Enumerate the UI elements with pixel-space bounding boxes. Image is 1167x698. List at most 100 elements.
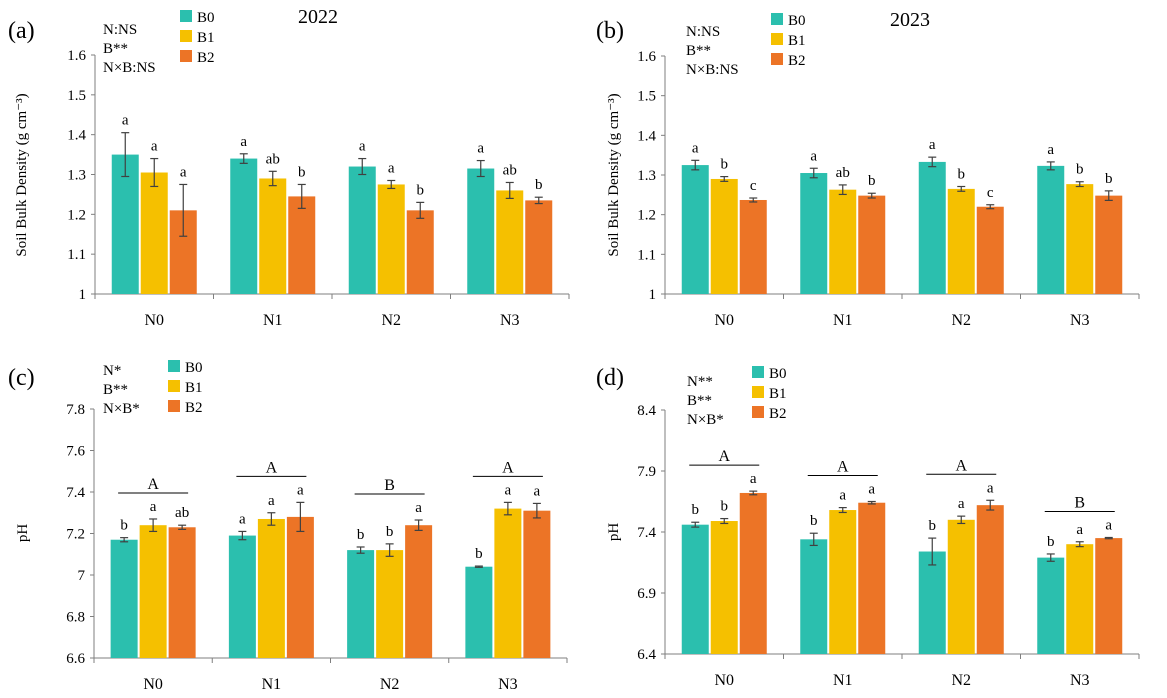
y-tick-label: 1.6 (637, 49, 656, 65)
x-tick-label: N2 (951, 672, 971, 689)
significance-letter: a (839, 488, 846, 504)
y-tick-label: 7.9 (637, 464, 656, 480)
significance-letter: a (534, 483, 541, 499)
y-tick-label: 7.2 (66, 527, 85, 543)
legend-swatch-b0 (180, 10, 192, 22)
bar-b0-n2 (347, 550, 375, 658)
bar-b0-n0 (681, 524, 709, 654)
bar-b2-n1 (858, 195, 886, 294)
significance-letter: b (298, 164, 306, 180)
x-tick-label: N1 (262, 676, 282, 693)
significance-letter: a (477, 141, 484, 157)
stats-text: N×B:NS (103, 60, 156, 76)
panel-label: (d) (596, 365, 624, 391)
legend-label-b0: B0 (769, 366, 787, 382)
bar-b2-n1 (286, 516, 314, 658)
group-letter: B (384, 477, 395, 494)
panel-c: (c) N* B** N×B* B0 B1 B2 6.6 6.8 7 7.2 7.4 7.6 7.8 pH N… (8, 360, 568, 693)
significance-letter: a (1105, 517, 1112, 533)
bar-b0-n1 (800, 539, 828, 654)
y-tick-label: 7.6 (66, 444, 85, 460)
significance-letter: b (535, 177, 543, 193)
y-axis-label: pH (15, 524, 31, 543)
bar-b0-n0 (681, 165, 709, 294)
bar-b1-n2 (947, 188, 975, 294)
significance-letter: a (268, 493, 275, 509)
y-tick-label: 1.4 (637, 128, 656, 144)
legend-label-b0: B0 (788, 13, 806, 29)
bar-b0-n2 (918, 161, 946, 294)
chart-title: 2022 (298, 6, 338, 28)
group-letter: A (837, 459, 849, 476)
x-tick-label: N1 (833, 672, 853, 689)
legend-label-b2: B2 (788, 53, 806, 69)
y-tick-label: 1.3 (637, 168, 656, 184)
y-tick-label: 1.1 (67, 247, 86, 263)
bar-b1-n0 (710, 178, 738, 294)
panel-b: (b) 2023 N:NS B** N×B:NS B0 B1 B2 1 1.1 1.2 1.3 1.4 1… (596, 9, 1140, 329)
panel-d: (d) N** B** N×B* B0 B1 B2 6.4 6.9 7.4 7.9 8.4 pH N0 N1… (596, 365, 1140, 689)
panel-label: (a) (8, 18, 35, 44)
significance-letter: b (721, 499, 729, 515)
legend-swatch-b1 (168, 380, 180, 392)
significance-letter: ab (503, 162, 517, 178)
bar-b0-n0 (110, 539, 138, 658)
group-letter: A (502, 459, 514, 476)
stats-text: N×B:NS (686, 62, 739, 78)
bar-b2-n1 (858, 502, 886, 654)
y-tick-label: 7.8 (66, 402, 85, 418)
significance-letter: b (386, 524, 394, 540)
significance-letter: a (987, 480, 994, 496)
legend-label-b2: B2 (197, 50, 215, 66)
y-tick-label: 1.1 (637, 247, 656, 263)
significance-letter: a (750, 471, 757, 487)
legend-label-b1: B1 (197, 30, 215, 46)
significance-letter: a (388, 160, 395, 176)
bar-b2-n3 (1095, 195, 1123, 294)
y-axis-label: Soil Bulk Density (g cm⁻³) (14, 93, 30, 256)
x-tick-label: N3 (1070, 312, 1090, 329)
bar-b1-n2 (947, 519, 975, 654)
legend-label-b2: B2 (185, 400, 203, 416)
significance-letter: c (987, 185, 994, 201)
x-tick-label: N0 (714, 312, 734, 329)
significance-letter: b (417, 182, 425, 198)
bar-b0-n2 (348, 166, 376, 294)
legend-swatch-b1 (771, 33, 783, 45)
significance-letter: b (868, 173, 876, 189)
bar-b0-n0 (111, 154, 139, 294)
panel-label: (c) (8, 365, 35, 391)
y-tick-label: 1 (79, 287, 87, 303)
x-tick-label: N3 (498, 676, 518, 693)
legend-swatch-b0 (168, 360, 180, 372)
y-tick-label: 7.4 (66, 485, 85, 501)
significance-letter: b (929, 518, 937, 534)
chart-title: 2023 (890, 9, 930, 31)
x-tick-label: N3 (1070, 672, 1090, 689)
bar-b0-n1 (230, 158, 258, 294)
legend-swatch-b2 (168, 400, 180, 412)
bar-b1-n1 (259, 178, 287, 294)
x-tick-label: N1 (263, 312, 283, 329)
x-tick-label: N2 (380, 676, 400, 693)
group-letter: A (718, 448, 730, 465)
significance-letter: a (122, 113, 129, 129)
bar-b0-n3 (465, 566, 493, 658)
bar-b2-n1 (288, 196, 316, 294)
bar-b0-n3 (1037, 557, 1065, 654)
bar-b1-n2 (376, 550, 404, 658)
panel-label: (b) (596, 18, 624, 44)
bar-b0-n1 (800, 173, 828, 294)
bar-b1-n2 (377, 184, 405, 294)
significance-letter: ab (836, 165, 850, 181)
bar-b1-n1 (257, 518, 285, 658)
x-tick-label: N2 (951, 312, 971, 329)
group-letter: A (266, 459, 278, 476)
bar-b2-n2 (976, 206, 1004, 294)
significance-letter: a (692, 140, 699, 156)
bar-b1-n0 (139, 525, 167, 658)
significance-letter: a (415, 500, 422, 516)
x-tick-label: N3 (500, 312, 520, 329)
stats-text: B** (686, 43, 711, 59)
significance-letter: a (297, 482, 304, 498)
